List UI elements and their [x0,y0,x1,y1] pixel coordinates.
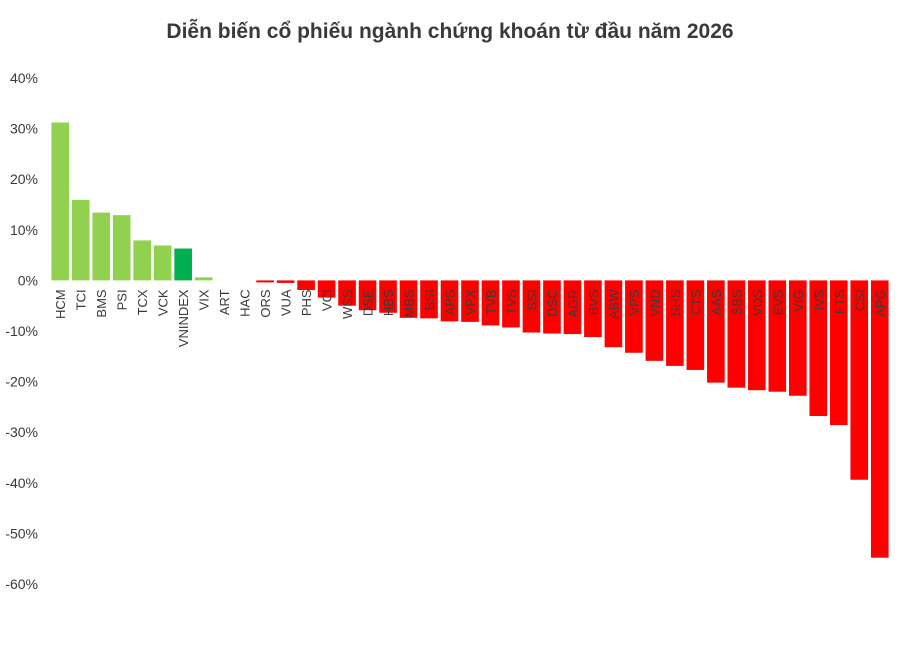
bar-agr [563,280,582,335]
bar-vck [153,245,172,281]
y-tick-label: -10% [5,323,38,339]
bar-csi [850,280,869,480]
x-tick-label: ORS [258,289,273,318]
bar-tvb [481,280,500,326]
x-tick-label: BSI [422,289,437,310]
bar-ivs [809,280,828,417]
bar-wss [338,280,356,306]
x-tick-label: APG [873,289,888,316]
bar-mbs [399,280,418,318]
x-tick-label: TVB [483,289,498,314]
x-tick-label: TCX [135,289,150,315]
x-tick-label: TVS [504,289,519,315]
x-tick-label: PHS [299,289,314,316]
x-tick-label: SBS [729,289,744,315]
x-tick-label: VUA [279,289,294,316]
y-tick-label: -50% [5,525,38,541]
x-tick-label: TCI [74,289,89,310]
bar-cts [686,280,705,370]
bar-apg [870,280,889,558]
x-tick-label: PSI [115,289,130,310]
x-tick-label: HBS [381,289,396,316]
y-tick-label: -60% [5,576,38,592]
chart-title: Diễn biến cổ phiếu ngành chứng khoán từ … [166,20,734,43]
x-tick-label: MBS [402,289,417,318]
x-tick-label: ART [217,289,232,315]
bar-ors [256,280,274,283]
bar-phs [297,280,315,291]
x-tick-label: FTS [832,289,847,314]
bar-psi [112,215,131,281]
bars-group [51,122,889,558]
x-tick-label: ABW [606,289,621,319]
bar-aps [440,280,459,322]
x-tick-label: SSI [524,289,539,310]
bar-vnindex [174,248,192,281]
bar-evs [768,280,787,392]
x-tick-label: AAS [709,289,724,315]
x-tick-label: CSI [852,289,867,311]
x-tick-label: SHS [668,289,683,316]
x-tick-label: VPX [463,289,478,315]
x-tick-label: BVS [586,289,601,315]
y-tick-label: -30% [5,424,38,440]
x-tick-label: VNINDEX [176,289,191,347]
y-tick-label: 0% [18,272,38,288]
bar-hbs [379,280,397,313]
x-tick-label: VPS [627,289,642,315]
y-axis: 40% 30% 20% 10% 0% -10% -20% -30% -40% -50% -60% [5,70,38,592]
bar-dse [358,280,377,311]
bar-shs [666,280,684,366]
bar-bms [92,212,111,281]
bar-aas [707,280,725,383]
x-tick-label: VIX [197,289,212,310]
bar-vua [276,280,295,283]
bar-fts [829,280,848,426]
bar-hcm [51,122,70,281]
y-tick-label: 40% [10,70,38,86]
bar-vds [748,280,766,391]
bar-sbs [727,280,746,388]
x-tick-label: VND [647,289,662,316]
bar-vnd [645,280,664,361]
bar-vps [625,280,643,353]
x-tick-label: EVS [770,289,785,315]
x-tick-label: VCK [156,289,171,316]
bar-tcx [133,240,152,281]
x-tick-label: VIG [791,289,806,311]
x-tick-label: VDS [750,289,765,316]
bar-bsi [420,280,438,319]
x-tick-label: VCI [320,289,335,311]
y-tick-label: 30% [10,121,38,137]
bar-abw [604,280,623,348]
y-tick-label: 10% [10,222,38,238]
x-tick-label: APS [443,289,458,315]
x-tick-label: HAC [238,289,253,316]
bar-vci [317,280,336,298]
x-tick-label: WSS [340,289,355,319]
y-tick-label: -40% [5,475,38,491]
bar-tvs [502,280,520,328]
x-tick-label: DSC [545,289,560,316]
bar-vig [789,280,807,396]
bar-dsc [543,280,561,334]
y-tick-label: -20% [5,374,38,390]
y-tick-label: 20% [10,171,38,187]
bar-tci [71,199,90,281]
x-axis-labels: HCM TCI BMS PSI TCX VCK VNINDEX VIX ART HAC ORS VUA… [53,289,888,348]
bar-bvs [584,280,602,338]
bar-vix [194,277,213,281]
x-tick-label: AGR [565,289,580,317]
x-tick-label: IVS [811,289,826,310]
x-tick-label: HCM [53,289,68,319]
x-tick-label: BMS [94,289,109,318]
x-tick-label: CTS [688,289,703,315]
bar-ssi [522,280,541,333]
x-tick-label: DSE [361,289,376,316]
bar-vpx [461,280,479,322]
